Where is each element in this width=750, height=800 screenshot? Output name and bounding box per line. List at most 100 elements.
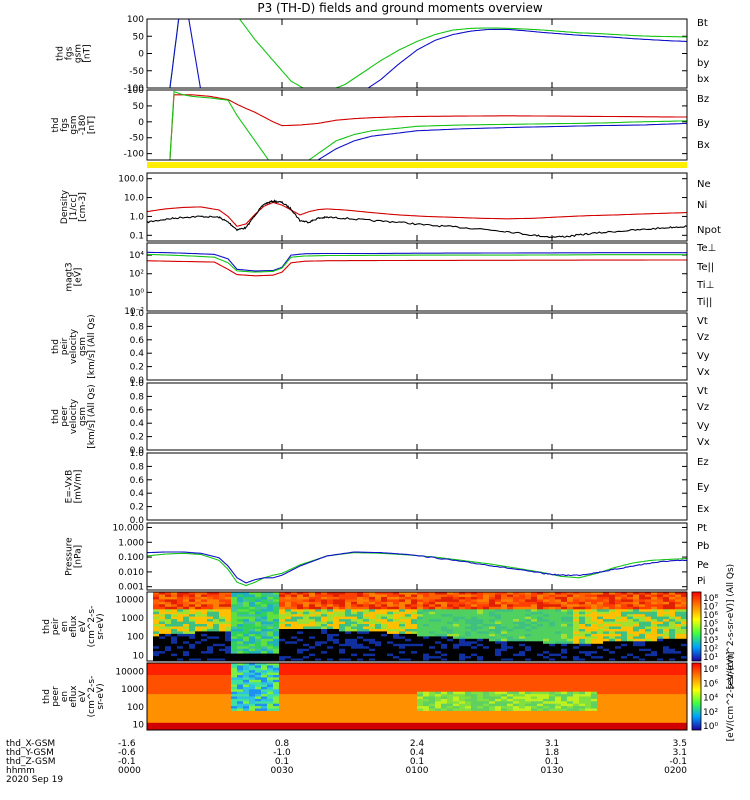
heatmap-cell (363, 631, 370, 635)
heatmap-cell (447, 715, 454, 719)
heatmap-cell (327, 629, 334, 633)
heatmap-cell (249, 710, 256, 714)
heatmap-cell (357, 670, 364, 674)
heatmap-cell (579, 643, 586, 647)
heatmap-cell (351, 601, 358, 605)
heatmap-cell (249, 601, 256, 605)
heatmap-cell (453, 648, 460, 652)
heatmap-cell (261, 648, 268, 652)
heatmap-cell (573, 725, 580, 729)
heatmap-cell (345, 656, 352, 660)
heatmap-cell (627, 601, 634, 605)
heatmap-cell (453, 619, 460, 623)
heatmap-cell (429, 606, 436, 610)
heatmap-cell (213, 626, 220, 630)
heatmap-cell (465, 633, 472, 637)
heatmap-cell (579, 684, 586, 688)
heatmap-cell (369, 638, 376, 642)
heatmap-cell (423, 643, 430, 647)
heatmap-cell (585, 727, 592, 730)
heatmap-cell (285, 601, 292, 605)
heatmap-cell (243, 722, 250, 726)
heatmap-cell (453, 691, 460, 695)
heatmap-cell (267, 703, 274, 707)
heatmap-cell (177, 725, 184, 729)
heatmap-cell (243, 691, 250, 695)
heatmap-cell (219, 670, 226, 674)
heatmap-cell (459, 682, 466, 686)
heatmap-cell (321, 629, 328, 633)
heatmap-cell (471, 725, 478, 729)
heatmap-cell (525, 631, 532, 635)
heatmap-cell (453, 701, 460, 705)
heatmap-cell (435, 624, 442, 628)
heatmap-cell (315, 638, 322, 642)
heatmap-cell (279, 663, 286, 666)
y-tick-label: 0.010 (118, 568, 144, 578)
heatmap-cell (249, 599, 256, 603)
heatmap-cell (315, 675, 322, 678)
heatmap-cell (525, 648, 532, 652)
heatmap-cell (351, 643, 358, 647)
heatmap-cell (555, 725, 562, 729)
heatmap-cell (609, 624, 616, 628)
heatmap-cell (291, 636, 298, 640)
heatmap-cell (531, 715, 538, 719)
heatmap-cell (669, 641, 676, 645)
heatmap-cell (231, 616, 238, 620)
heatmap-cell (537, 631, 544, 635)
heatmap-cell (507, 631, 514, 635)
heatmap-cell (369, 706, 376, 710)
heatmap-cell (447, 698, 454, 702)
heatmap-cell (147, 663, 154, 666)
heatmap-cell (219, 636, 226, 640)
heatmap-cell (297, 596, 304, 600)
heatmap-cell (477, 651, 484, 655)
heatmap-cell (387, 694, 394, 698)
heatmap-cell (177, 656, 184, 660)
heatmap-cell (399, 658, 406, 661)
heatmap-cell (429, 648, 436, 652)
heatmap-cell (399, 686, 406, 690)
heatmap-cell (561, 638, 568, 642)
heatmap-cell (363, 713, 370, 717)
heatmap-cell (225, 667, 232, 671)
heatmap-cell (573, 718, 580, 721)
heatmap-cell (555, 621, 562, 625)
heatmap-cell (195, 713, 202, 717)
heatmap-cell (507, 677, 514, 681)
heatmap-cell (663, 624, 670, 628)
heatmap-cell (591, 675, 598, 678)
heatmap-cell (513, 599, 520, 603)
heatmap-cell (447, 624, 454, 628)
heatmap-cell (165, 684, 172, 688)
heatmap-cell (285, 611, 292, 615)
heatmap-cell (339, 670, 346, 674)
heatmap-cell (315, 619, 322, 623)
heatmap-cell (327, 609, 334, 613)
heatmap-cell (213, 616, 220, 620)
heatmap-cell (321, 621, 328, 625)
heatmap-cell (459, 616, 466, 620)
heatmap-cell (483, 684, 490, 688)
heatmap-cell (213, 682, 220, 686)
heatmap-cell (519, 718, 526, 721)
heatmap-cell (555, 686, 562, 690)
heatmap-cell (483, 653, 490, 657)
heatmap-cell (537, 611, 544, 615)
heatmap-cell (519, 679, 526, 683)
heatmap-cell (189, 592, 196, 596)
heatmap-cell (477, 682, 484, 686)
heatmap-cell (531, 643, 538, 647)
heatmap-cell (345, 621, 352, 625)
heatmap-cell (213, 592, 220, 596)
heatmap-cell (579, 706, 586, 710)
heatmap-cell (345, 675, 352, 678)
heatmap-cell (489, 694, 496, 698)
heatmap-cell (189, 706, 196, 710)
heatmap-cell (363, 596, 370, 600)
heatmap-cell (465, 604, 472, 608)
heatmap-cell (561, 670, 568, 674)
heatmap-cell (507, 725, 514, 729)
